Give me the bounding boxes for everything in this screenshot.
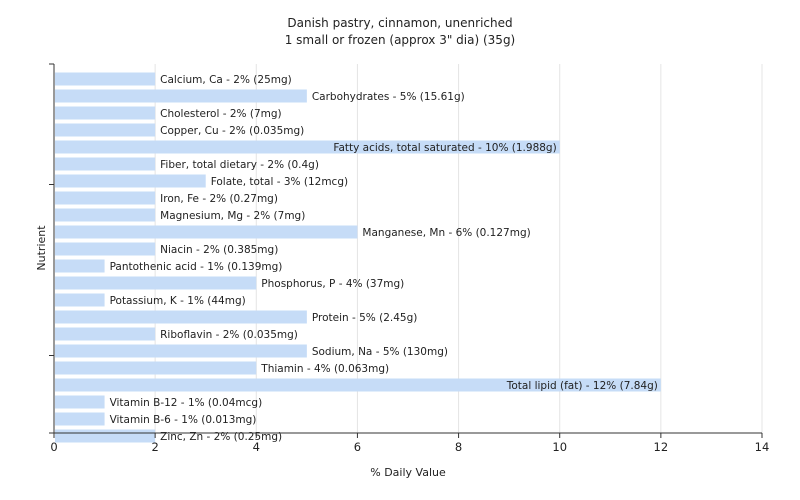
x-ticks: 0 2 4 6 8 10 12 14 <box>50 433 769 454</box>
bar <box>55 327 156 341</box>
bar <box>55 310 307 324</box>
bar-label: Protein - 5% (2.45g) <box>312 312 418 324</box>
bars: Calcium, Ca - 2% (25mg) Carbohydrates - 5… <box>55 72 661 443</box>
bar-label: Thiamin - 4% (0.063mg) <box>260 363 389 375</box>
bar-label: Vitamin B-12 - 1% (0.04mcg) <box>110 397 263 409</box>
bar-label: Manganese, Mn - 6% (0.127mg) <box>362 227 530 239</box>
bar-label: Magnesium, Mg - 2% (7mg) <box>160 210 305 222</box>
y-axis-label: Nutrient <box>35 225 48 271</box>
x-tick-label: 8 <box>455 440 462 454</box>
bar-label: Phosphorus, P - 4% (37mg) <box>261 278 404 290</box>
bar-label: Pantothenic acid - 1% (0.139mg) <box>110 261 283 273</box>
gridlines <box>154 64 763 433</box>
chart-title: Danish pastry, cinnamon, unenriched <box>287 16 512 30</box>
x-tick-label: 6 <box>354 440 361 454</box>
bar <box>55 361 257 375</box>
bar <box>55 140 560 154</box>
bar-label: Riboflavin - 2% (0.035mg) <box>160 329 298 341</box>
bar-label: Iron, Fe - 2% (0.27mg) <box>160 193 278 205</box>
x-tick-label: 14 <box>755 440 770 454</box>
bar <box>55 378 661 392</box>
bar-label: Carbohydrates - 5% (15.61g) <box>312 91 465 103</box>
bar-label: Calcium, Ca - 2% (25mg) <box>160 74 292 86</box>
bar <box>55 259 105 273</box>
bar <box>55 225 358 239</box>
bar <box>55 157 156 171</box>
x-tick-label: 0 <box>50 440 57 454</box>
bar-label: Folate, total - 3% (12mcg) <box>211 176 348 188</box>
axes <box>49 63 762 434</box>
bar <box>55 191 156 205</box>
bar <box>55 106 156 120</box>
bar-label: Copper, Cu - 2% (0.035mg) <box>160 125 304 137</box>
bar-label: Fatty acids, total saturated - 10% (1.98… <box>333 142 556 154</box>
bar <box>55 276 257 290</box>
bar <box>55 242 156 256</box>
bar <box>55 72 156 86</box>
bar <box>55 412 105 426</box>
bar <box>55 395 105 409</box>
bar-label: Total lipid (fat) - 12% (7.84g) <box>506 380 658 392</box>
bar-label: Vitamin B-6 - 1% (0.013mg) <box>110 414 257 426</box>
bar <box>55 89 307 103</box>
x-tick-label: 12 <box>654 440 669 454</box>
bar-label: Zinc, Zn - 2% (0.25mg) <box>160 431 282 443</box>
bar <box>55 344 307 358</box>
bar-label: Potassium, K - 1% (44mg) <box>110 295 246 307</box>
x-tick-label: 10 <box>552 440 567 454</box>
bar <box>55 123 156 137</box>
bar-label: Fiber, total dietary - 2% (0.4g) <box>160 159 319 171</box>
bar <box>55 208 156 222</box>
x-axis-label: % Daily Value <box>370 466 446 479</box>
bar-label: Cholesterol - 2% (7mg) <box>160 108 282 120</box>
bar <box>55 293 105 307</box>
bar <box>55 429 156 443</box>
chart-subtitle: 1 small or frozen (approx 3" dia) (35g) <box>285 33 516 47</box>
x-tick-label: 4 <box>253 440 260 454</box>
x-tick-label: 2 <box>151 440 158 454</box>
bar <box>55 174 206 188</box>
bar-label: Niacin - 2% (0.385mg) <box>160 244 278 256</box>
bar-label: Sodium, Na - 5% (130mg) <box>312 346 448 358</box>
